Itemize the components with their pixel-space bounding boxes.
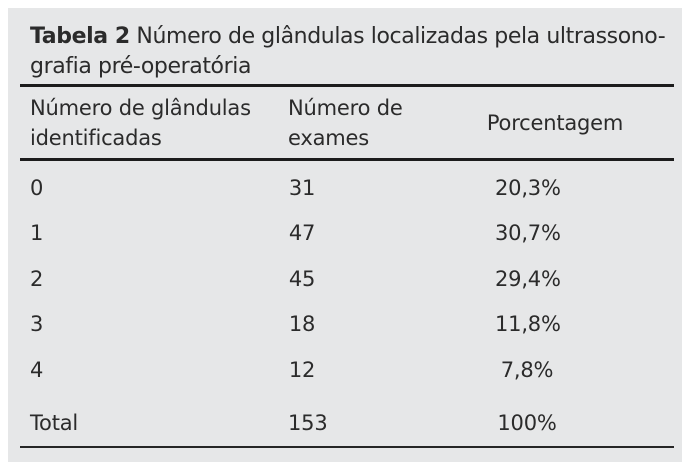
cell-exams: 12 bbox=[288, 357, 316, 382]
cell-percentage: 30,7% bbox=[495, 221, 561, 246]
cell-percentage: 20,3% bbox=[495, 175, 561, 200]
table-content: Tabela 2 Número de glândulas localizadas… bbox=[20, 8, 674, 448]
cell-exams: 45 bbox=[288, 266, 316, 291]
header-rule bbox=[20, 158, 674, 161]
table-caption-label: Tabela 2 bbox=[30, 24, 130, 49]
table-panel: Tabela 2 Número de glândulas localizadas… bbox=[8, 8, 682, 462]
cell-exams: 47 bbox=[288, 221, 316, 246]
caption-rule bbox=[20, 84, 674, 87]
cell-glands: 3 bbox=[30, 312, 44, 337]
table-caption-text-line1: Número de glândulas localizadas pela ult… bbox=[129, 24, 666, 49]
cell-exams: 18 bbox=[288, 312, 316, 337]
column-header-glands: Número de glândulas identificadas bbox=[30, 96, 251, 150]
table-caption-text-line2: grafia pré-operatória bbox=[30, 54, 252, 79]
cell-glands: 4 bbox=[30, 357, 44, 382]
column-header-percentage: Porcentagem bbox=[486, 111, 624, 135]
cell-percentage: 29,4% bbox=[495, 266, 561, 291]
table-row: 2 45 29,4% bbox=[20, 256, 674, 302]
table-row: 4 12 7,8% bbox=[20, 347, 674, 393]
table-row: 0 31 20,3% bbox=[20, 165, 674, 211]
total-label: Total bbox=[30, 410, 79, 435]
total-exams: 153 bbox=[288, 410, 328, 435]
cell-percentage: 11,8% bbox=[495, 312, 561, 337]
cell-percentage: 7,8% bbox=[500, 357, 554, 382]
total-percentage: 100% bbox=[497, 410, 557, 435]
table-row: 1 47 30,7% bbox=[20, 211, 674, 257]
table-row: 3 18 11,8% bbox=[20, 302, 674, 348]
cell-exams: 31 bbox=[288, 175, 316, 200]
table-caption: Tabela 2 Número de glândulas localizadas… bbox=[20, 8, 674, 82]
table-header-row: Número de glândulas identificadas Número… bbox=[20, 87, 674, 158]
total-row: Total 153 100% bbox=[20, 400, 674, 446]
cell-glands: 2 bbox=[30, 266, 44, 291]
table-body: 0 31 20,3% 1 47 30,7% 2 45 29,4% 3 18 11… bbox=[20, 165, 674, 446]
bottom-rule bbox=[20, 445, 674, 448]
cell-glands: 1 bbox=[30, 221, 44, 246]
cell-glands: 0 bbox=[30, 175, 44, 200]
column-header-exams: Número de exames bbox=[288, 96, 403, 150]
